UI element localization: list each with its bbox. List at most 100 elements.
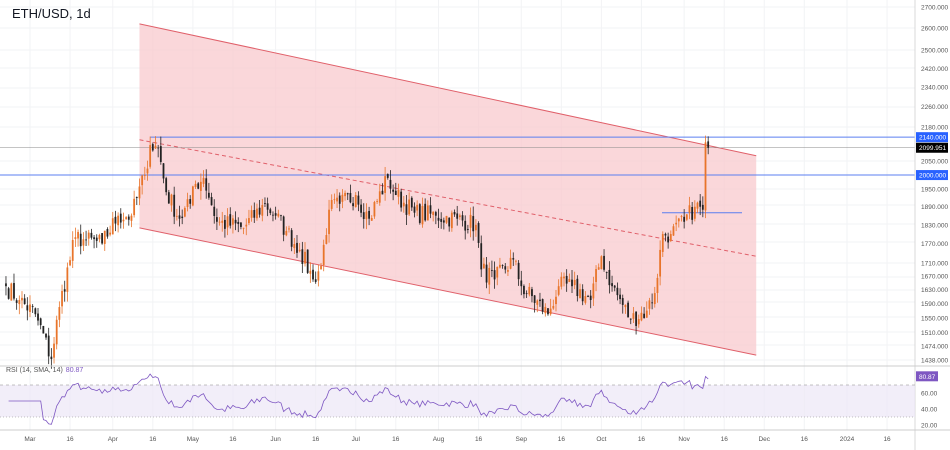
price-tick-label: 1950.000 — [921, 187, 948, 194]
candle-body — [627, 302, 629, 318]
candle — [314, 271, 317, 284]
candle-body — [101, 233, 103, 244]
candle — [378, 183, 381, 206]
candle-body — [154, 145, 157, 149]
candle — [669, 230, 672, 243]
candle — [544, 303, 547, 317]
time-tick-label: Oct — [596, 436, 606, 443]
candle-body — [191, 186, 194, 206]
candle — [464, 215, 467, 240]
candle — [664, 232, 667, 242]
candle — [154, 136, 157, 149]
candle — [675, 215, 678, 232]
candle — [189, 195, 192, 209]
candle-body — [389, 179, 392, 189]
candle — [512, 252, 515, 266]
candle-body — [234, 219, 237, 224]
candle — [264, 197, 266, 207]
candle — [386, 173, 389, 180]
candle-body — [242, 227, 245, 229]
candle-body — [434, 212, 437, 216]
candle — [82, 232, 85, 252]
rsi-value-tag-bg — [916, 371, 938, 382]
candle-body — [621, 298, 624, 305]
candle — [573, 271, 576, 290]
candle — [680, 214, 683, 222]
candle — [584, 291, 587, 305]
candle — [218, 217, 221, 226]
candle-body — [640, 312, 643, 321]
candle — [557, 279, 560, 297]
candle-body — [405, 204, 408, 215]
candle-body — [432, 211, 435, 215]
candle — [7, 286, 10, 300]
price-tick-label: 1550.000 — [921, 315, 948, 322]
time-tick-label: Jul — [352, 436, 361, 443]
candle-body — [109, 232, 111, 235]
candle — [74, 227, 77, 247]
candle — [426, 200, 429, 221]
candle — [373, 200, 376, 219]
time-tick-label: 16 — [801, 436, 809, 443]
candle — [701, 196, 704, 218]
candle-body — [298, 249, 301, 252]
candle — [394, 182, 397, 196]
time-tick-label: 16 — [475, 436, 483, 443]
candle — [261, 198, 264, 222]
candle-body — [194, 183, 197, 188]
candle-body — [159, 146, 162, 162]
candle — [525, 290, 528, 298]
candle — [509, 249, 512, 270]
candle-body — [87, 232, 90, 239]
candle — [616, 282, 619, 301]
candle — [400, 188, 403, 212]
candle-body — [330, 200, 333, 209]
candle — [499, 257, 501, 269]
candle — [330, 194, 333, 212]
price-tick-label: 1630.000 — [921, 287, 948, 294]
candle — [448, 217, 451, 232]
candle — [13, 273, 15, 301]
candle-body — [352, 203, 354, 207]
candle — [349, 184, 352, 204]
candle — [603, 249, 605, 272]
candle-body — [55, 319, 58, 345]
candle-body — [66, 267, 69, 292]
candle — [424, 198, 427, 222]
candle-body — [325, 235, 328, 244]
candle-body — [77, 231, 79, 239]
candle-body — [10, 283, 13, 301]
time-tick-label: Apr — [108, 436, 119, 443]
candle — [130, 213, 133, 228]
candle-body — [13, 283, 15, 299]
candle-body — [205, 178, 208, 191]
candle-body — [696, 202, 699, 209]
candle-body — [165, 178, 168, 193]
last-price-tag-bg — [916, 142, 948, 153]
candle — [106, 227, 109, 239]
candle — [672, 223, 675, 237]
candle — [333, 193, 336, 204]
price-tick-label: 2180.000 — [921, 124, 948, 131]
candle-body — [7, 288, 10, 299]
candle-body — [207, 192, 210, 198]
candle — [637, 314, 640, 328]
price-tick-label: 2050.000 — [921, 159, 948, 166]
time-tick-label: 16 — [392, 436, 400, 443]
candle-body — [507, 270, 509, 272]
candle — [643, 307, 645, 319]
candle-body — [18, 300, 21, 305]
candle — [450, 210, 453, 232]
channel-upper-line — [139, 23, 757, 157]
candle-body — [63, 289, 66, 292]
candle-body — [648, 300, 651, 309]
candle — [325, 228, 328, 245]
candle — [344, 190, 346, 201]
candle-body — [386, 174, 389, 178]
candle — [15, 298, 18, 310]
candle-body — [229, 214, 232, 226]
time-tick-label: 16 — [66, 436, 74, 443]
candle-body — [269, 209, 272, 214]
price-tick-label: 2600.000 — [921, 26, 948, 33]
